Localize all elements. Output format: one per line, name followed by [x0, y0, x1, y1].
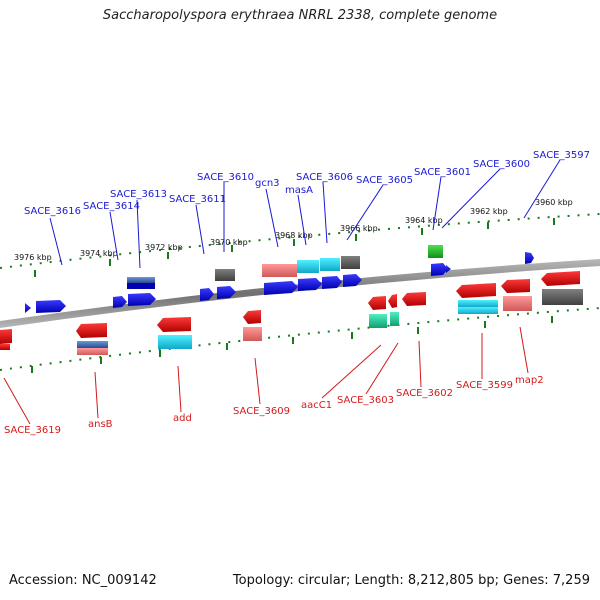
gene-label-forward[interactable]: SACE_3613: [110, 189, 167, 200]
feature-block[interactable]: [458, 307, 498, 314]
reverse-leader-lines: [3, 326, 529, 425]
gene-arrow[interactable]: [243, 310, 261, 324]
genome-backbone: [0, 259, 600, 328]
forward-leader-lines: [49, 159, 561, 269]
feature-block[interactable]: [341, 256, 360, 269]
ruler-label: 3974 kbp: [80, 249, 118, 258]
gene-label-reverse[interactable]: map2: [515, 375, 544, 386]
gene-label-reverse[interactable]: SACE_3619: [4, 425, 61, 436]
feature-block[interactable]: [77, 341, 108, 348]
feature-block[interactable]: [390, 312, 399, 326]
gene-arrow[interactable]: [298, 278, 322, 291]
gene-label-forward[interactable]: masA: [285, 185, 313, 196]
gene-label-forward[interactable]: SACE_3601: [414, 167, 471, 178]
gene-label-reverse[interactable]: aacC1: [301, 400, 332, 411]
gene-arrow[interactable]: [525, 252, 534, 264]
ruler-label: 3966 kbp: [340, 224, 378, 233]
feature-block[interactable]: [458, 300, 498, 307]
gene-label-reverse[interactable]: SACE_3602: [396, 388, 453, 399]
gene-label-reverse[interactable]: SACE_3603: [337, 395, 394, 406]
genome-summary-text: Topology: circular; Length: 8,212,805 bp…: [232, 573, 590, 588]
gene-arrow[interactable]: [343, 274, 362, 287]
feature-block[interactable]: [428, 245, 443, 258]
ruler-line-bottom: [0, 307, 600, 371]
gene-label-forward[interactable]: SACE_3600: [473, 159, 530, 170]
feature-block[interactable]: [369, 314, 387, 328]
forward-genes: [25, 252, 534, 313]
feature-block[interactable]: [77, 348, 108, 355]
ruler-label: 3962 kbp: [470, 207, 508, 216]
gene-arrow[interactable]: [217, 286, 236, 299]
gene-label-forward[interactable]: SACE_3597: [533, 150, 590, 161]
feature-block[interactable]: [215, 269, 235, 281]
gene-label-reverse[interactable]: SACE_3599: [456, 380, 513, 391]
gene-label-forward[interactable]: SACE_3606: [296, 172, 353, 183]
feature-block[interactable]: [320, 258, 340, 271]
gene-arrow[interactable]: [200, 288, 214, 301]
gene-arrow[interactable]: [36, 300, 66, 313]
gene-arrow[interactable]: [402, 292, 426, 306]
feature-block[interactable]: [262, 264, 297, 277]
gene-arrow[interactable]: [0, 329, 12, 344]
gene-arrow[interactable]: [501, 279, 530, 293]
gene-arrow[interactable]: [25, 303, 31, 313]
ruler-ticks-top: [34, 218, 555, 277]
feature-block[interactable]: [127, 283, 155, 289]
ruler-label: 3960 kbp: [535, 198, 573, 207]
gene-label-forward[interactable]: SACE_3611: [169, 194, 226, 205]
gene-label-forward[interactable]: SACE_3605: [356, 175, 413, 186]
gene-arrow[interactable]: [76, 323, 107, 338]
gene-label-reverse[interactable]: SACE_3609: [233, 406, 290, 417]
gene-label-forward[interactable]: gcn3: [255, 178, 280, 189]
feature-block[interactable]: [0, 344, 10, 350]
feature-block[interactable]: [243, 327, 262, 341]
ruler-ticks-bottom: [31, 316, 553, 373]
gene-arrow[interactable]: [431, 263, 448, 276]
accession-text: Accession: NC_009142: [9, 573, 157, 588]
gene-label-reverse[interactable]: ansB: [88, 419, 113, 430]
map-title: Saccharopolyspora erythraea NRRL 2338, c…: [102, 8, 498, 23]
ruler-label: 3970 kbp: [210, 238, 248, 247]
feature-block[interactable]: [542, 289, 583, 305]
gene-arrow[interactable]: [456, 283, 496, 298]
gene-arrow[interactable]: [446, 265, 451, 273]
ruler-label: 3964 kbp: [405, 216, 443, 225]
gene-label-forward[interactable]: SACE_3614: [83, 201, 140, 212]
reverse-features: [0, 289, 583, 355]
gene-arrow[interactable]: [388, 294, 397, 308]
gene-arrow[interactable]: [157, 317, 191, 332]
gene-arrow[interactable]: [322, 276, 342, 289]
gene-arrow[interactable]: [113, 296, 127, 308]
gene-arrow[interactable]: [128, 293, 156, 306]
ruler-label: 3968 kbp: [275, 231, 313, 240]
reverse-genes: [0, 271, 580, 344]
gene-label-forward[interactable]: SACE_3616: [24, 206, 81, 217]
gene-arrow[interactable]: [368, 296, 386, 310]
gene-arrow[interactable]: [264, 281, 298, 295]
feature-block[interactable]: [127, 277, 155, 283]
feature-block[interactable]: [297, 260, 319, 273]
ruler-label: 3976 kbp: [14, 253, 52, 262]
gene-label-forward[interactable]: SACE_3610: [197, 172, 254, 183]
forward-features: [127, 245, 443, 289]
ruler-line-top: [0, 213, 600, 269]
gene-label-reverse[interactable]: add: [173, 413, 192, 424]
feature-block[interactable]: [158, 335, 192, 349]
ruler-label: 3972 kbp: [145, 243, 183, 252]
feature-block[interactable]: [503, 296, 532, 311]
gene-arrow[interactable]: [541, 271, 580, 286]
